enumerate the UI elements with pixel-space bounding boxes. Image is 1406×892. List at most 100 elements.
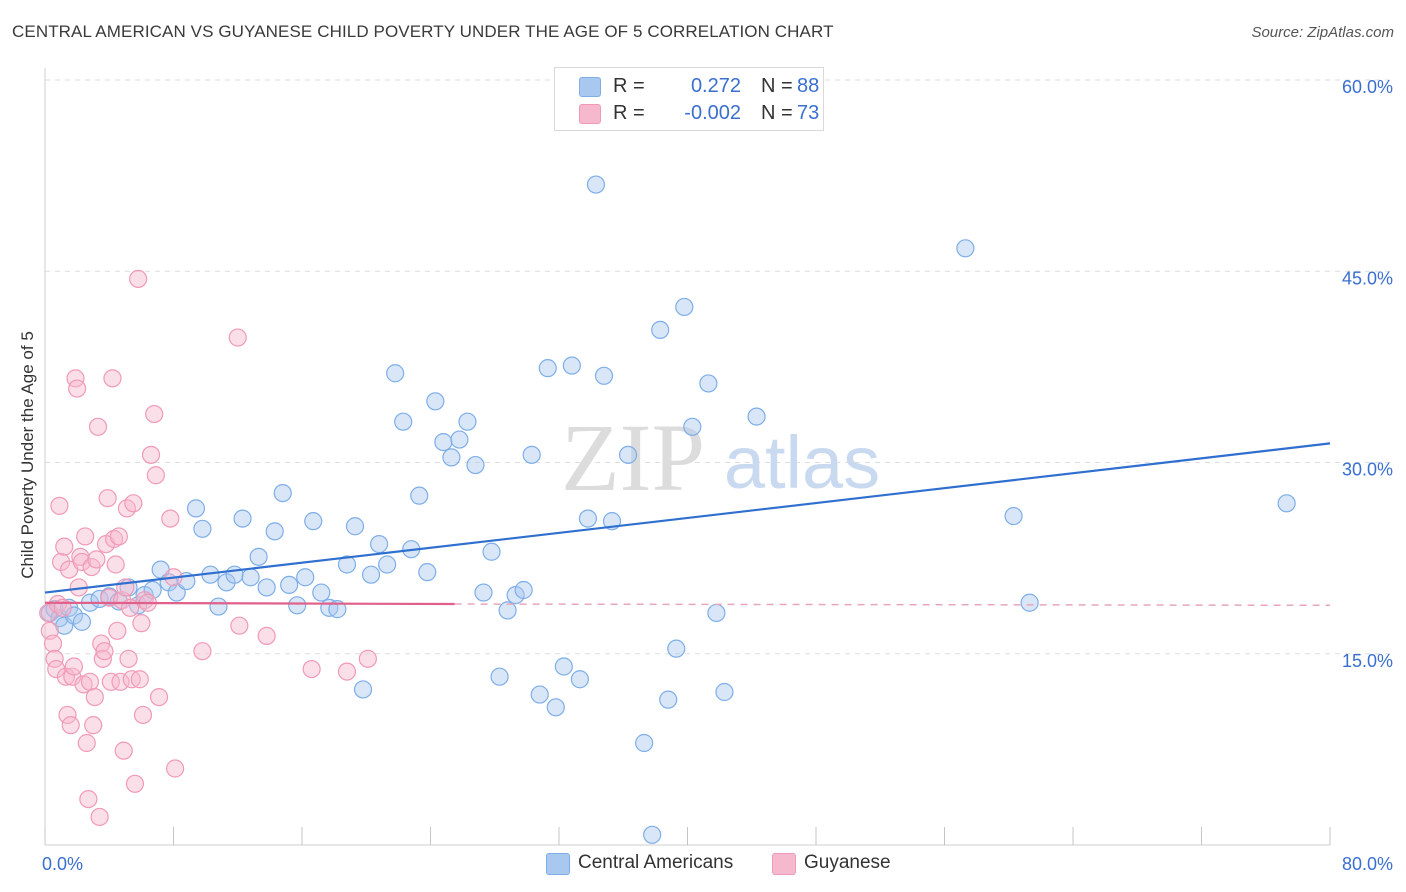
point-guyanese bbox=[358, 649, 377, 668]
point-central-americans bbox=[514, 580, 533, 600]
point-guyanese bbox=[228, 328, 247, 347]
legend-r-label: R = bbox=[613, 75, 645, 97]
grid-lines bbox=[45, 79, 1395, 655]
point-central-americans bbox=[241, 568, 260, 587]
point-central-americans bbox=[667, 639, 686, 658]
point-central-americans bbox=[643, 825, 662, 844]
watermark-atlas: atlas bbox=[724, 421, 880, 504]
point-guyanese bbox=[111, 672, 130, 691]
point-guyanese bbox=[43, 634, 63, 653]
point-guyanese bbox=[133, 705, 153, 725]
point-central-americans bbox=[450, 430, 469, 449]
point-central-americans bbox=[434, 433, 453, 452]
point-guyanese bbox=[108, 621, 127, 640]
point-central-americans bbox=[699, 374, 718, 393]
point-central-americans bbox=[337, 555, 357, 574]
y-tick-label: 30.0% bbox=[1342, 460, 1393, 480]
point-central-americans bbox=[651, 320, 670, 339]
bottom-legend-label: Central Americans bbox=[578, 852, 734, 873]
point-central-americans bbox=[328, 600, 347, 619]
point-guyanese bbox=[161, 509, 180, 528]
point-central-americans bbox=[312, 583, 331, 602]
point-guyanese bbox=[193, 642, 212, 661]
point-guyanese bbox=[79, 789, 98, 809]
point-central-americans bbox=[280, 575, 299, 595]
point-guyanese bbox=[337, 662, 357, 681]
point-guyanese bbox=[302, 659, 321, 679]
point-guyanese bbox=[132, 614, 151, 633]
point-guyanese bbox=[101, 672, 120, 691]
point-central-americans bbox=[715, 682, 734, 702]
trend-lines bbox=[44, 442, 1331, 607]
y-tick-label: 60.0% bbox=[1342, 77, 1393, 97]
point-central-americans bbox=[370, 534, 389, 554]
point-central-americans bbox=[1004, 506, 1023, 526]
point-central-americans bbox=[209, 597, 228, 616]
point-guyanese bbox=[47, 659, 66, 679]
point-guyanese bbox=[93, 649, 112, 668]
point-guyanese bbox=[95, 642, 114, 661]
legend-r-value: -0.002 bbox=[684, 102, 741, 124]
point-central-americans bbox=[707, 603, 726, 623]
point-central-americans bbox=[410, 486, 429, 505]
point-guyanese bbox=[58, 705, 77, 725]
legend-n-label: N = bbox=[761, 75, 793, 97]
legend-swatch-blue bbox=[579, 77, 601, 97]
y-tick-label: 15.0% bbox=[1342, 651, 1393, 671]
point-central-americans bbox=[378, 555, 397, 574]
y-tick-label: 45.0% bbox=[1342, 268, 1393, 288]
point-guyanese bbox=[257, 626, 276, 646]
point-guyanese bbox=[145, 404, 164, 424]
point-guyanese bbox=[64, 657, 84, 676]
point-guyanese bbox=[104, 529, 124, 549]
point-guyanese bbox=[90, 807, 109, 827]
axes bbox=[44, 68, 1331, 846]
point-guyanese bbox=[61, 716, 80, 735]
point-central-americans bbox=[1020, 593, 1039, 612]
point-central-americans bbox=[386, 364, 405, 383]
point-guyanese bbox=[149, 687, 169, 707]
point-guyanese bbox=[72, 552, 92, 572]
point-central-americans bbox=[498, 601, 517, 620]
point-central-americans bbox=[233, 509, 252, 528]
point-central-americans bbox=[418, 563, 437, 582]
point-central-americans bbox=[249, 547, 268, 566]
x-tick-label: 0.0% bbox=[42, 854, 83, 874]
point-central-americans bbox=[659, 690, 678, 709]
correlation-legend: R = 0.272 N = 88 R = -0.002 N = 73 bbox=[554, 67, 824, 131]
point-central-americans bbox=[683, 417, 702, 436]
point-central-americans bbox=[482, 542, 501, 561]
bottom-legend-swatch-blue bbox=[546, 853, 570, 875]
legend-r-label: R = bbox=[613, 102, 645, 124]
point-central-americans bbox=[257, 578, 276, 597]
point-central-americans bbox=[747, 407, 766, 426]
point-guyanese bbox=[103, 369, 122, 388]
point-central-americans bbox=[474, 583, 493, 602]
point-central-americans bbox=[265, 522, 284, 541]
point-guyanese bbox=[146, 466, 165, 485]
point-central-americans bbox=[394, 412, 413, 431]
point-central-americans bbox=[345, 517, 365, 536]
point-central-americans bbox=[466, 455, 485, 475]
point-guyanese bbox=[84, 716, 103, 735]
point-central-americans bbox=[288, 596, 307, 615]
point-guyanese bbox=[141, 445, 161, 464]
point-guyanese bbox=[130, 670, 149, 689]
point-central-americans bbox=[618, 445, 638, 464]
x-tick-label: 80.0% bbox=[1342, 854, 1393, 874]
point-central-americans bbox=[361, 565, 381, 584]
point-central-americans bbox=[72, 612, 92, 631]
point-guyanese bbox=[88, 417, 108, 436]
point-central-americans bbox=[296, 568, 315, 587]
point-central-americans bbox=[546, 698, 565, 717]
point-central-americans bbox=[635, 733, 654, 753]
series-central-americans bbox=[40, 175, 1296, 844]
point-guyanese bbox=[80, 672, 100, 691]
point-central-americans bbox=[1277, 494, 1296, 513]
point-guyanese bbox=[68, 379, 87, 398]
y-axis-label-group: Child Poverty Under the Age of 5 bbox=[18, 331, 37, 579]
point-central-americans bbox=[304, 512, 323, 531]
point-guyanese bbox=[230, 616, 249, 635]
chart-title: CENTRAL AMERICAN VS GUYANESE CHILD POVER… bbox=[12, 22, 834, 41]
